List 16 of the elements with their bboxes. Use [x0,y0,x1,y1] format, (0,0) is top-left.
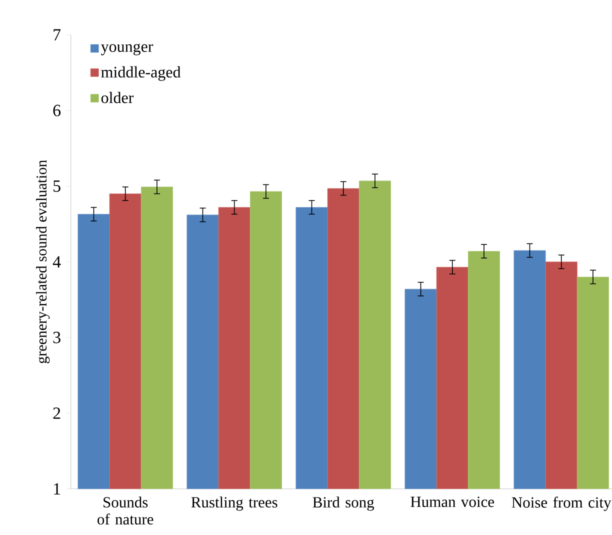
y-tick-label: 4 [52,256,61,268]
y-tick-label: 5 [54,180,60,192]
legend-label: older [101,92,134,104]
x-tick-label: Noise from city [512,496,612,511]
x-tick-label: Human voice [410,496,494,508]
x-tick-label: Rustling trees [191,496,278,511]
x-tick-label: Bird song [312,496,374,511]
y-axis-title: greenery-related sound evaluation [36,160,50,364]
y-tick-label: 1 [54,483,60,494]
y-tick-label: 2 [53,408,60,419]
x-tick-label: Sounds of nature [98,496,154,525]
legend-label: younger [100,44,154,56]
legend-label: middle-aged [101,66,181,81]
y-tick-label: 7 [54,29,61,40]
y-tick-label: 6 [53,104,61,116]
y-tick-label: 3 [53,332,60,344]
